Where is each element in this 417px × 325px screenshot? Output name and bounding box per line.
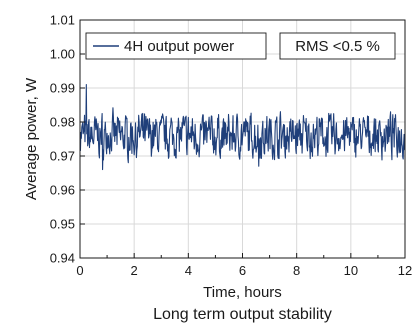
x-axis-title: Time, hours (203, 284, 282, 301)
y-tick-label: 1.01 (50, 13, 75, 28)
ticks (79, 19, 406, 259)
x-tick-label: 4 (185, 263, 192, 278)
x-tick-label: 0 (76, 263, 83, 278)
chart-caption: Long term output stability (153, 306, 332, 323)
series-line-4h-output-power (80, 84, 405, 171)
series-group (80, 84, 405, 171)
y-tick-label: 0.98 (50, 115, 75, 130)
y-tick-label: 0.96 (50, 183, 75, 198)
annotation-label: RMS <0.5 % (295, 38, 380, 55)
annotation: RMS <0.5 % (279, 32, 396, 60)
y-tick-label: 0.97 (50, 149, 75, 164)
annotation-box (279, 32, 396, 60)
x-tick-label: 12 (398, 263, 412, 278)
legend: 4H output power (85, 32, 267, 60)
x-tick-label: 6 (239, 263, 246, 278)
legend-label: 4H output power (124, 38, 234, 55)
y-tick-label: 1.00 (50, 47, 75, 62)
y-tick-label: 0.94 (50, 251, 75, 266)
y-axis-title: Average power, W (23, 77, 40, 200)
x-tick-label: 2 (131, 263, 138, 278)
x-tick-label: 10 (344, 263, 358, 278)
tick-labels: 0 2 4 6 8 10 12 0.94 0.95 0.96 0.97 0.98 0.99 1.00 1.0… (50, 13, 413, 279)
x-tick-label: 8 (293, 263, 300, 278)
y-tick-label: 0.99 (50, 81, 75, 96)
y-tick-label: 0.95 (50, 217, 75, 232)
